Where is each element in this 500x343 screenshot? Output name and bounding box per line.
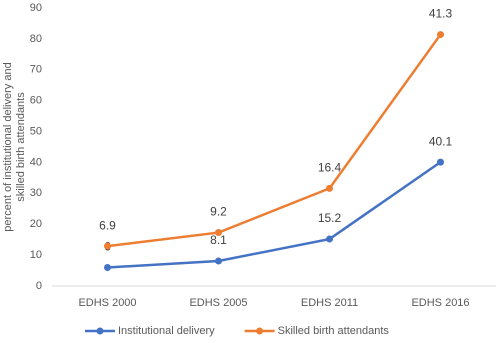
- x-tick-label: EDHS 2011: [301, 297, 358, 309]
- y-axis-label-line: skilled birth attendants: [15, 92, 27, 202]
- data-label: 6.9: [99, 218, 116, 232]
- y-tick-label: 80: [30, 33, 42, 45]
- x-tick-label: EDHS 2000: [78, 297, 136, 309]
- y-axis-label: percent of institutional delivery andski…: [2, 62, 27, 231]
- y-tick-label: 10: [30, 249, 42, 261]
- y-tick-label: 70: [30, 64, 42, 76]
- data-label: 9.2: [210, 205, 227, 219]
- data-label: 41.3: [429, 7, 453, 21]
- y-tick-label: 90: [30, 2, 42, 14]
- data-label: 8.1: [210, 233, 227, 247]
- y-tick-label: 30: [30, 187, 42, 199]
- y-tick-label: 40: [30, 156, 42, 168]
- point: [215, 229, 222, 237]
- x-tick-label: EDHS 2005: [189, 297, 247, 309]
- line: [107, 33, 442, 248]
- legend-label: Skilled birth attendants: [278, 325, 390, 337]
- data-label: 15.2: [318, 211, 342, 225]
- y-tick-label: 0: [36, 280, 42, 292]
- y-tick-label: 60: [30, 95, 42, 107]
- y-tick-label: 20: [30, 218, 42, 230]
- legend-swatch-point: [256, 327, 264, 335]
- point: [326, 184, 333, 192]
- point: [215, 257, 222, 265]
- legend-swatch-point: [96, 327, 104, 335]
- point: [104, 242, 111, 250]
- point: [104, 263, 111, 271]
- data-label: 40.1: [429, 134, 453, 148]
- y-tick-label: 50: [30, 125, 42, 137]
- point: [437, 31, 444, 39]
- line: [107, 161, 442, 269]
- legend-label: Institutional delivery: [118, 325, 215, 337]
- point: [437, 158, 444, 166]
- data-label: 16.4: [318, 161, 342, 175]
- y-axis-label-line: percent of institutional delivery and: [2, 62, 14, 231]
- x-tick-label: EDHS 2016: [411, 297, 469, 309]
- point: [326, 235, 333, 243]
